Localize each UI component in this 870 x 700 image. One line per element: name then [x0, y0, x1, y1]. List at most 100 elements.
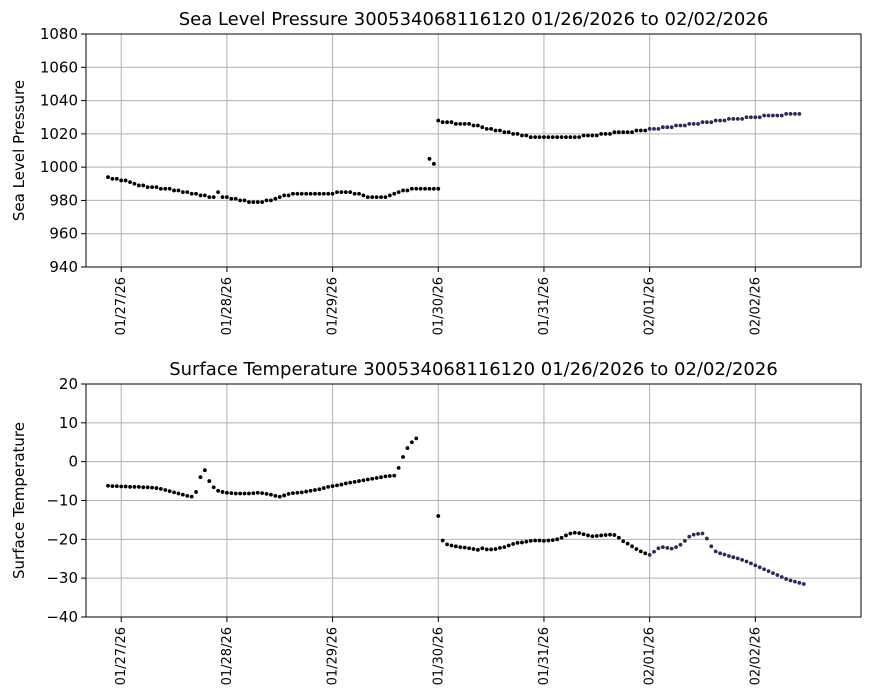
data-point [603, 533, 608, 537]
data-point [462, 121, 467, 126]
x-tick-label: 01/29/26 [326, 627, 341, 685]
data-point [757, 565, 762, 570]
data-point [709, 544, 714, 549]
data-point [304, 191, 309, 196]
data-point [343, 481, 348, 486]
data-point [189, 494, 194, 499]
y-tick-label: 20 [59, 375, 78, 393]
data-point [458, 545, 463, 549]
data-point [564, 533, 568, 538]
data-point [211, 195, 216, 200]
data-point [330, 484, 335, 489]
pressure-chart: Sea Level Pressure 300534068116120 01/26… [10, 9, 862, 335]
data-point [308, 191, 313, 196]
data-point [753, 563, 758, 568]
data-point [621, 130, 626, 135]
x-tick-label: 01/31/26 [537, 627, 552, 685]
data-point [185, 493, 190, 498]
data-point [564, 135, 568, 140]
data-point [110, 484, 115, 489]
x-tick-label: 01/28/26 [220, 277, 235, 335]
data-point [114, 484, 119, 489]
data-point [660, 545, 665, 549]
y-tick-label: 1060 [40, 58, 78, 76]
x-tick-label: 01/28/26 [220, 627, 235, 685]
data-point [172, 188, 176, 193]
data-point [423, 186, 427, 191]
data-point [652, 549, 656, 554]
data-point [762, 113, 767, 118]
data-point [555, 537, 560, 542]
data-point [440, 538, 445, 543]
data-point [678, 123, 683, 128]
data-point [590, 133, 595, 138]
plot-frame [85, 33, 862, 268]
data-point [577, 135, 582, 140]
data-point [577, 531, 582, 536]
data-point [141, 485, 146, 490]
data-point [740, 558, 745, 562]
data-point [665, 545, 670, 550]
y-tick-label: 0 [68, 453, 78, 471]
data-point [352, 479, 357, 484]
data-point [493, 547, 498, 551]
data-point [396, 465, 401, 470]
data-point [119, 178, 124, 183]
data-point [291, 491, 295, 496]
data-point [572, 135, 577, 140]
data-point [357, 479, 361, 483]
data-point [295, 191, 300, 196]
data-point [784, 577, 789, 581]
data-point [775, 573, 780, 577]
x-tick-labels: 01/27/26 01/28/26 01/29/26 01/30/26 01/31/26… [114, 267, 763, 335]
data-point [572, 530, 577, 535]
data-point [484, 547, 489, 552]
data-point [277, 195, 282, 200]
data-point [264, 491, 269, 496]
data-point [537, 538, 542, 543]
data-point [476, 123, 480, 128]
data-point [207, 479, 212, 483]
data-point [634, 547, 639, 551]
data-point [357, 191, 361, 196]
data-point [242, 198, 247, 203]
data-point [740, 116, 745, 121]
data-point [343, 190, 348, 195]
data-point [282, 493, 287, 498]
x-tick-label: 02/02/26 [748, 277, 763, 335]
data-point [489, 126, 494, 131]
data-point [145, 485, 150, 490]
data-point [722, 118, 727, 123]
data-point [154, 486, 159, 490]
data-point [286, 193, 291, 198]
data-point [691, 121, 696, 126]
data-point [489, 547, 494, 552]
data-point [264, 198, 269, 203]
data-point [255, 490, 260, 495]
data-point [625, 541, 630, 546]
data-point [189, 191, 194, 196]
data-point [652, 126, 656, 131]
data-point [766, 569, 771, 574]
data-point [106, 483, 110, 488]
data-point [396, 190, 401, 195]
data-point [480, 125, 485, 130]
data-point [132, 485, 137, 489]
data-point [348, 190, 353, 195]
data-point [132, 181, 137, 186]
data-point [242, 491, 247, 496]
data-point [251, 200, 256, 204]
data-point [546, 538, 551, 543]
data-point [660, 125, 665, 130]
data-point [436, 186, 441, 191]
y-tick-label: 1020 [40, 125, 78, 143]
data-point [731, 555, 736, 560]
data-point [630, 544, 634, 549]
data-point [255, 200, 260, 204]
temperature-chart: Surface Temperature 300534068116120 01/2… [10, 359, 862, 685]
data-point [440, 120, 445, 125]
data-point [542, 135, 546, 140]
data-point [471, 123, 476, 128]
data-point [238, 491, 243, 496]
data-point [515, 131, 520, 136]
